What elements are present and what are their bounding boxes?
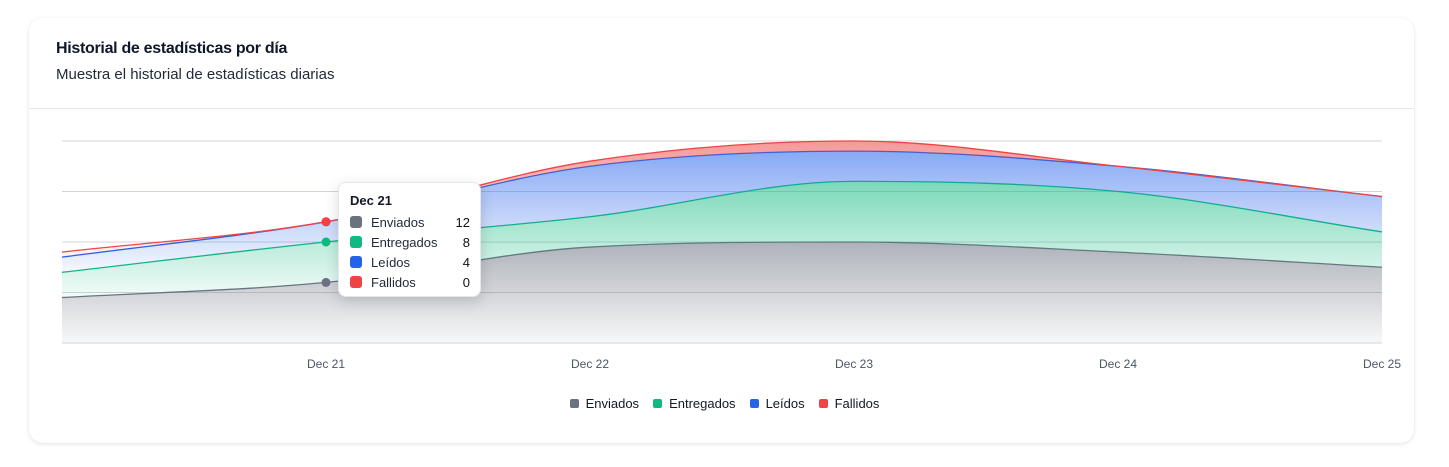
chart-legend: Enviados Entregados Leídos Fallidos (0, 396, 1449, 411)
tooltip-value: 12 (455, 214, 470, 230)
tooltip-row-leidos: Leídos 4 (350, 253, 470, 271)
legend-label: Fallidos (834, 396, 880, 411)
chart-tooltip: Dec 21 Enviados 12 Entregados 8 Leídos 4 Fa… (338, 182, 481, 297)
legend-item-enviados[interactable]: Enviados (569, 396, 640, 411)
legend-marker-icon (653, 399, 663, 408)
line-fallidos (61, 140, 1383, 253)
area-leídos (62, 151, 1382, 273)
marker-enviados (321, 277, 331, 287)
x-tick-label: Dec 25 (1363, 357, 1401, 371)
tooltip-label: Enviados (371, 214, 425, 230)
x-tick-label: Dec 23 (835, 357, 873, 371)
line-entregados (61, 180, 1383, 273)
tooltip-label: Entregados (371, 234, 438, 250)
swatch-icon (350, 216, 362, 228)
tooltip-title: Dec 21 (350, 193, 392, 208)
x-tick-label: Dec 24 (1099, 357, 1137, 371)
swatch-icon (350, 276, 362, 288)
tooltip-row-enviados: Enviados 12 (350, 213, 470, 231)
swatch-icon (350, 236, 362, 248)
legend-item-fallidos[interactable]: Fallidos (818, 396, 880, 411)
legend-item-entregados[interactable]: Entregados (653, 396, 736, 411)
legend-item-leidos[interactable]: Leídos (749, 396, 805, 411)
legend-marker-icon (818, 399, 828, 408)
tooltip-value: 4 (462, 254, 470, 270)
tooltip-value: 8 (462, 234, 470, 250)
legend-marker-icon (569, 399, 579, 408)
legend-label: Enviados (585, 396, 640, 411)
card-subtitle: Muestra el historial de estadísticas dia… (56, 66, 335, 83)
tooltip-row-fallidos: Fallidos 0 (350, 273, 470, 291)
legend-label: Entregados (669, 396, 736, 411)
legend-label: Leídos (765, 396, 805, 411)
x-tick-label: Dec 21 (307, 357, 345, 371)
marker-fallidos (321, 217, 331, 227)
tooltip-row-entregados: Entregados 8 (350, 233, 470, 251)
tooltip-label: Fallidos (371, 274, 416, 290)
tooltip-value: 0 (462, 274, 470, 290)
tooltip-label: Leídos (371, 254, 411, 270)
header-divider (29, 108, 1414, 109)
card-title: Historial de estadísticas por día (56, 40, 288, 57)
x-tick-label: Dec 22 (571, 357, 609, 371)
legend-marker-icon (749, 399, 759, 408)
marker-entregados (321, 237, 331, 247)
swatch-icon (350, 256, 362, 268)
area-enviados (62, 242, 1382, 343)
